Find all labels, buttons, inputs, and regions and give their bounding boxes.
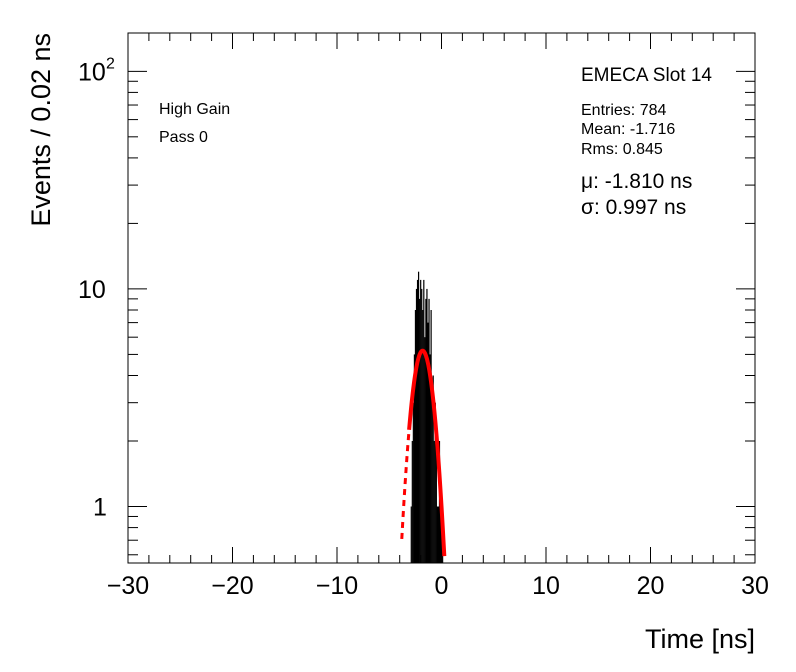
x-tick-label: −10 (316, 572, 358, 600)
histogram-bin (427, 322, 429, 563)
x-tick-labels: −30 −20 −10 0 10 20 30 (107, 572, 769, 600)
histogram-bin (424, 337, 426, 563)
histogram-bin (421, 288, 423, 563)
annotation-high-gain: High Gain (159, 101, 230, 118)
x-tick-label: 10 (532, 572, 560, 600)
histogram-bin (437, 506, 440, 563)
histogram-bin (415, 288, 418, 563)
histogram-bin (410, 506, 412, 563)
histogram-bin (430, 309, 432, 563)
gaussian-fit-extension-left (400, 429, 411, 540)
histogram-bin (431, 402, 433, 563)
chart-title: EMECA Slot 14 (581, 65, 712, 86)
histogram-bin (411, 441, 413, 563)
y-axis-title: Events / 0.02 ns (26, 33, 56, 227)
histogram-bin (417, 271, 420, 563)
x-axis-title: Time [ns] (645, 624, 755, 654)
x-tick-label: −30 (107, 572, 149, 600)
histogram-bin (435, 441, 437, 563)
y-tick-exponent: 2 (106, 55, 115, 72)
stat-rms: Rms: 0.845 (581, 141, 663, 158)
x-tick-label: −20 (211, 572, 253, 600)
histogram-bin (429, 354, 431, 563)
histogram-bin (414, 309, 417, 563)
histogram-bin (433, 441, 435, 563)
stat-entries: Entries: 784 (581, 102, 666, 119)
histogram-bin (422, 309, 424, 563)
histogram-bins (410, 271, 444, 563)
x-tick-label: 20 (637, 572, 665, 600)
histogram-bin (412, 402, 414, 563)
y-axis-ticks (128, 70, 755, 556)
annotation-pass: Pass 0 (159, 129, 208, 146)
histogram-bin (428, 298, 430, 563)
gaussian-fit-curve (407, 348, 447, 557)
histogram-bin (419, 298, 421, 563)
y-tick-label: 1 (93, 494, 107, 522)
histogram-bin (436, 506, 438, 563)
fit-mu: μ: -1.810 ns (581, 170, 692, 193)
y-tick-label: 10 (78, 276, 106, 304)
y-tick-label: 10 (78, 58, 106, 86)
histogram-bin (413, 354, 416, 563)
stat-mean: Mean: -1.716 (581, 121, 675, 138)
histogram-bin (416, 279, 419, 563)
x-tick-label: 30 (741, 572, 769, 600)
x-axis-ticks (127, 33, 756, 563)
histogram-bin (439, 506, 442, 563)
histogram-bin (434, 402, 436, 563)
x-tick-label: 0 (435, 572, 449, 600)
histogram-bin (420, 279, 422, 563)
fit-sigma: σ: 0.997 ns (581, 196, 686, 219)
histogram-bin (426, 288, 428, 563)
histogram-bin (423, 279, 425, 563)
histogram-bin (425, 298, 427, 563)
histogram-bin (432, 375, 434, 563)
